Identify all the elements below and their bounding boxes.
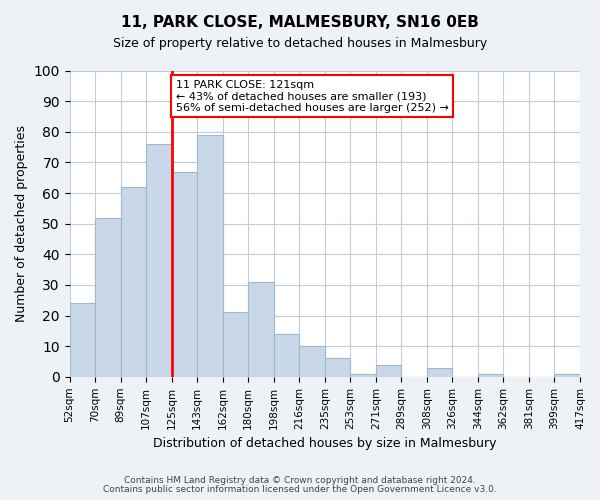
Bar <box>299 346 325 377</box>
Bar <box>172 172 197 377</box>
Bar <box>223 312 248 377</box>
Bar <box>197 135 223 377</box>
Bar <box>95 218 121 377</box>
Bar <box>350 374 376 377</box>
Bar <box>146 144 172 377</box>
Text: Size of property relative to detached houses in Malmesbury: Size of property relative to detached ho… <box>113 38 487 51</box>
Bar <box>554 374 580 377</box>
Bar <box>121 187 146 377</box>
Text: Contains public sector information licensed under the Open Government Licence v3: Contains public sector information licen… <box>103 484 497 494</box>
Bar <box>70 304 95 377</box>
Bar <box>325 358 350 377</box>
X-axis label: Distribution of detached houses by size in Malmesbury: Distribution of detached houses by size … <box>153 437 497 450</box>
Bar <box>478 374 503 377</box>
Text: 11 PARK CLOSE: 121sqm
← 43% of detached houses are smaller (193)
56% of semi-det: 11 PARK CLOSE: 121sqm ← 43% of detached … <box>176 80 448 113</box>
Bar <box>376 364 401 377</box>
Text: 11, PARK CLOSE, MALMESBURY, SN16 0EB: 11, PARK CLOSE, MALMESBURY, SN16 0EB <box>121 15 479 30</box>
Bar <box>274 334 299 377</box>
Bar <box>248 282 274 377</box>
Text: Contains HM Land Registry data © Crown copyright and database right 2024.: Contains HM Land Registry data © Crown c… <box>124 476 476 485</box>
Bar <box>427 368 452 377</box>
Y-axis label: Number of detached properties: Number of detached properties <box>15 125 28 322</box>
